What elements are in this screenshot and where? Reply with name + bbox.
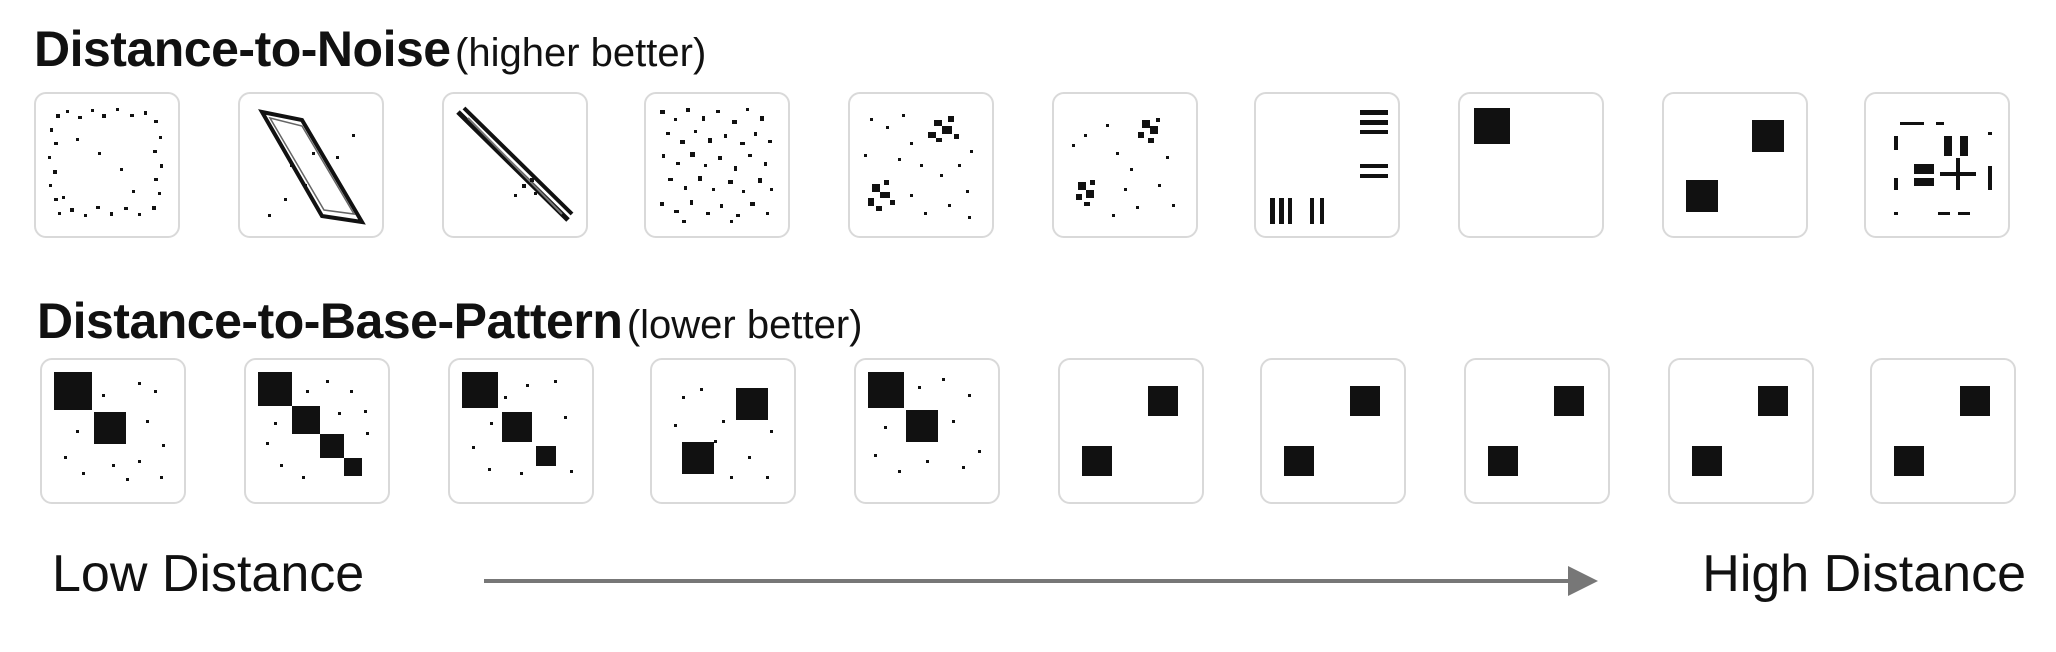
dotted-ring-pattern (48, 108, 163, 217)
noise-tile-6-graphic (1072, 118, 1175, 217)
cross-grid-pattern (1894, 122, 1992, 215)
two-blocks-pattern (1894, 386, 1990, 476)
single-block-pattern (1474, 108, 1510, 144)
noise-tile-5-graphic (864, 114, 973, 219)
base-tile-5 (854, 358, 1000, 504)
high-distance-label: High Distance (1702, 545, 2026, 603)
anti-diagonal-blocks-noisy-pattern (674, 388, 773, 479)
noise-tile-4-graphic (660, 108, 773, 223)
row-title-distance-to-base-pattern: Distance-to-Base-Pattern (lower better) (37, 292, 862, 350)
noise-tile-2 (238, 92, 384, 238)
two-blocks-pattern (1082, 386, 1178, 476)
base-tile-10-graphic (1894, 386, 1990, 476)
noise-tile-10 (1864, 92, 2010, 238)
noise-tile-2-graphic (258, 109, 366, 225)
base-tile-8-graphic (1488, 386, 1584, 476)
noise-tile-5 (848, 92, 994, 238)
base-tile-5-graphic (868, 372, 981, 473)
noise-tile-6 (1052, 92, 1198, 238)
base-tile-1 (40, 358, 186, 504)
noise-tile-3-graphic (456, 106, 574, 222)
noise-tile-9 (1662, 92, 1808, 238)
noise-tile-9-graphic (1686, 120, 1784, 212)
noise-tile-7-graphic (1270, 110, 1388, 224)
rhombus-outline-pattern (258, 109, 366, 225)
noise-tile-1 (34, 92, 180, 238)
base-tile-9-graphic (1692, 386, 1788, 476)
two-blocks-pattern (1488, 386, 1584, 476)
base-tile-6 (1058, 358, 1204, 504)
base-tile-9 (1668, 358, 1814, 504)
stripes-pattern (1270, 110, 1388, 224)
two-blocks-pattern (1692, 386, 1788, 476)
row-title-bold: Distance-to-Noise (34, 21, 451, 77)
base-tile-1-graphic (54, 372, 165, 481)
base-tile-2 (244, 358, 390, 504)
base-tile-4 (650, 358, 796, 504)
base-tile-7 (1260, 358, 1406, 504)
random-dots-pattern (660, 108, 773, 223)
diagonal-band-pattern (456, 106, 574, 222)
base-tile-3 (448, 358, 594, 504)
base-tile-6-graphic (1082, 386, 1178, 476)
distance-arrow (484, 566, 1598, 596)
noise-tile-3 (442, 92, 588, 238)
noise-tile-10-graphic (1894, 122, 1992, 215)
base-tile-8 (1464, 358, 1610, 504)
row-title-note: (higher better) (455, 31, 707, 75)
diagonal-two-blocks-noisy-pattern-b (868, 372, 981, 473)
base-tile-2-graphic (258, 372, 369, 479)
diagonal-three-blocks-noisy-pattern (462, 372, 573, 475)
row-title-distance-to-noise: Distance-to-Noise (higher better) (34, 20, 706, 78)
two-clusters-pattern (1072, 118, 1175, 217)
noise-tile-7 (1254, 92, 1400, 238)
two-blocks-pattern (1284, 386, 1380, 476)
base-tile-10 (1870, 358, 2016, 504)
noise-tile-8 (1458, 92, 1604, 238)
noise-tile-8-graphic (1474, 108, 1510, 144)
diagonal-two-blocks-noisy-pattern (54, 372, 165, 481)
noisy-clusters-pattern (864, 114, 973, 219)
row-title-note: (lower better) (626, 303, 863, 347)
low-distance-label: Low Distance (52, 545, 365, 603)
noise-tile-1-graphic (48, 108, 163, 217)
two-blocks-pattern (1686, 120, 1784, 212)
base-tile-3-graphic (462, 372, 573, 475)
row-title-bold: Distance-to-Base-Pattern (37, 293, 623, 349)
base-tile-4-graphic (674, 388, 773, 479)
base-tile-7-graphic (1284, 386, 1380, 476)
diagonal-four-blocks-noisy-pattern (258, 372, 369, 479)
noise-tile-4 (644, 92, 790, 238)
